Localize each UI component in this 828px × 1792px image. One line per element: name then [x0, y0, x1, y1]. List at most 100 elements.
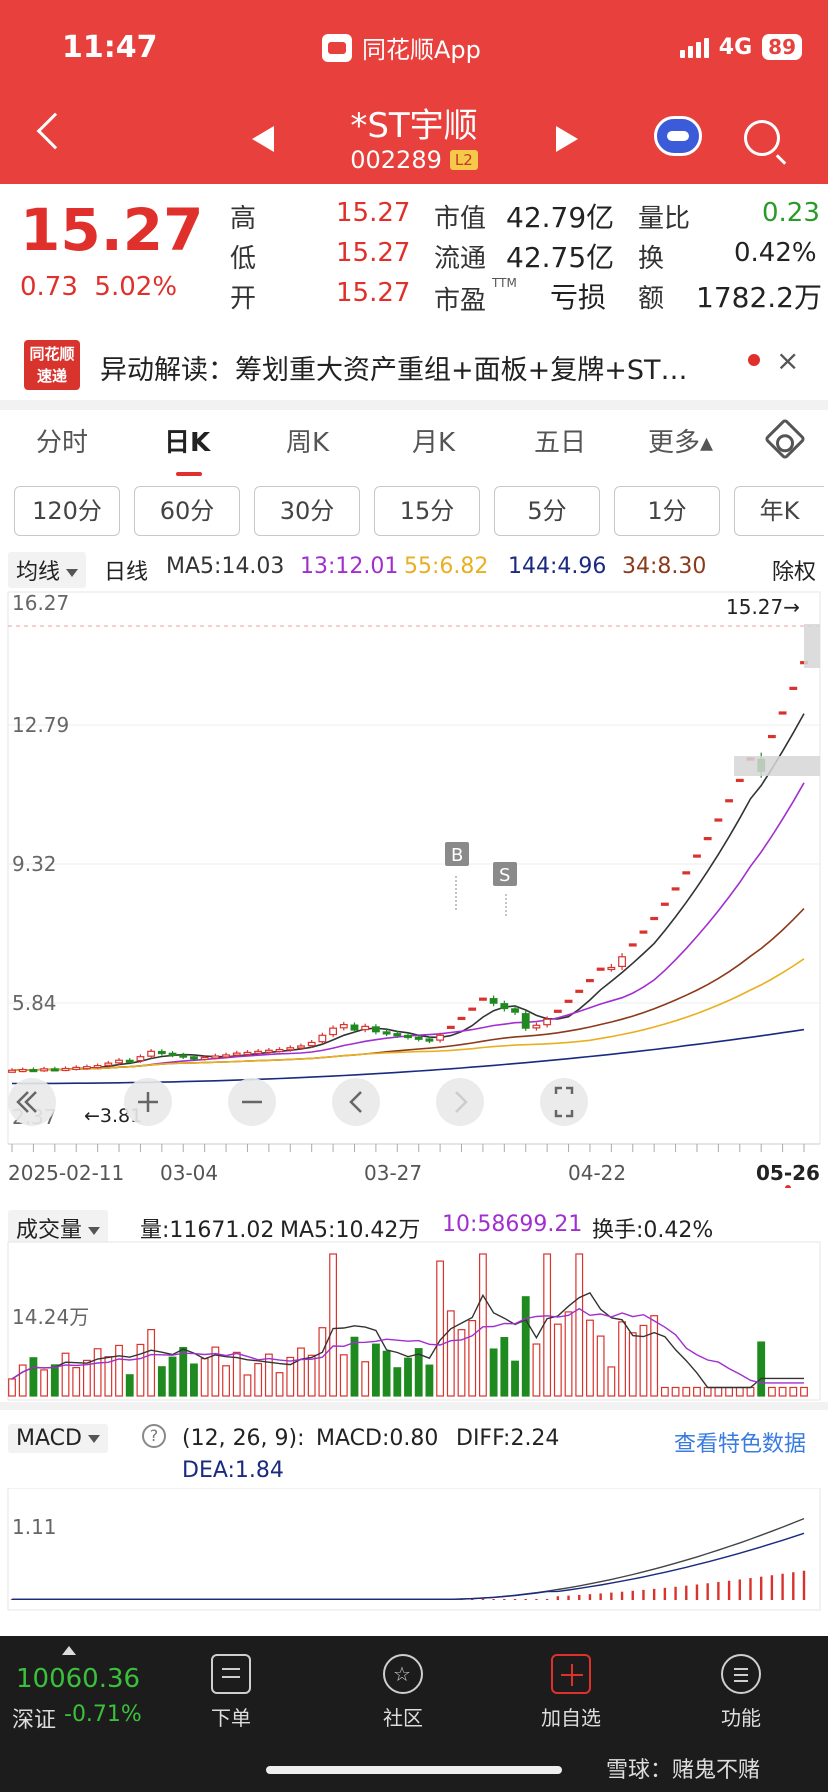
volume-bar	[382, 1350, 391, 1397]
nav-functions[interactable]: 功能	[686, 1654, 796, 1731]
macd-params: (12, 26, 9):	[182, 1426, 305, 1451]
turnover-label: 换	[638, 244, 665, 274]
macd-bar	[759, 1576, 763, 1600]
candle-body	[93, 1065, 102, 1069]
volume-bar	[628, 1332, 637, 1397]
macd-lines	[12, 1517, 805, 1601]
candle-body	[361, 1025, 370, 1031]
volume-bar	[564, 1311, 573, 1397]
volume-bar	[200, 1358, 209, 1397]
ma-dropdown[interactable]: 均线	[8, 552, 87, 588]
nav-add-watchlist-label: 加自选	[541, 1706, 601, 1730]
feature-data-link[interactable]: 查看特色数据	[674, 1432, 807, 1457]
home-indicator[interactable]	[266, 1766, 562, 1774]
candle-body	[18, 1068, 27, 1073]
battery-level: 89	[762, 34, 802, 60]
candle-body	[586, 979, 594, 983]
stock-name: *ST宇顺	[350, 106, 478, 146]
volume-bar	[479, 1253, 487, 1397]
divider	[0, 400, 828, 410]
search-icon[interactable]	[744, 120, 780, 156]
nav-add-watchlist[interactable]: 加自选	[516, 1654, 626, 1731]
volume-bar	[50, 1364, 59, 1397]
fullscreen-button[interactable]	[540, 1078, 588, 1126]
volume-bar	[735, 1386, 744, 1397]
nav-community-label: 社区	[383, 1706, 423, 1730]
adjust-toggle[interactable]: 除权	[772, 560, 817, 585]
volume-bar	[575, 1253, 584, 1397]
volume-bar	[83, 1359, 91, 1397]
candle-body	[243, 1051, 252, 1056]
period-120min[interactable]: 120分	[14, 486, 120, 536]
macd-dropdown[interactable]: MACD	[8, 1424, 108, 1453]
scroll-left-button[interactable]	[332, 1078, 380, 1126]
prev-stock-icon[interactable]	[252, 126, 274, 152]
next-stock-icon[interactable]	[556, 126, 578, 152]
nav-order[interactable]: 下单	[176, 1654, 286, 1731]
tab-weekly-k[interactable]: 周K	[286, 428, 330, 458]
signal-icon	[679, 36, 709, 58]
volume-dropdown[interactable]: 成交量	[8, 1210, 109, 1246]
candle-body	[521, 1013, 530, 1029]
help-icon[interactable]: ?	[142, 1424, 166, 1448]
volume-bar	[703, 1386, 712, 1397]
volume-bar	[147, 1328, 156, 1397]
b-marker: B	[445, 842, 469, 866]
volume-bar	[350, 1336, 359, 1397]
candle-body	[682, 871, 691, 875]
volume-bar	[371, 1343, 380, 1397]
amount-value: 1782.2万	[696, 281, 822, 314]
kline-chart[interactable]: 16.27 12.79 9.32 5.84 2.37 15.27→ ←3.81 …	[0, 586, 828, 1188]
macd-bar	[610, 1592, 613, 1600]
volume-bar	[115, 1344, 123, 1397]
tab-more[interactable]: 更多▴	[648, 428, 714, 458]
tab-five-day[interactable]: 五日	[534, 428, 587, 458]
volume-ma10: 10:58699.21	[442, 1212, 583, 1237]
volume-bar	[543, 1253, 552, 1397]
index-expand-icon[interactable]	[62, 1646, 76, 1655]
candle-body	[436, 1034, 445, 1041]
index-value[interactable]: 10060.36	[16, 1664, 141, 1694]
volume-bar	[264, 1353, 273, 1397]
period-5min[interactable]: 5分	[494, 486, 600, 536]
candle-body	[479, 997, 487, 1001]
robot-assistant-icon[interactable]	[654, 116, 702, 156]
volume-bar	[800, 1386, 808, 1397]
news-bar[interactable]: 同花顺 速递 异动解读：筹划重大资产重组+面板+复牌+ST…	[0, 330, 828, 400]
period-60min[interactable]: 60分	[134, 486, 240, 536]
scroll-right-button[interactable]	[436, 1078, 484, 1126]
float-label: 流通	[434, 244, 487, 274]
volume-chart: 14.24万	[7, 1241, 821, 1401]
macd-bar	[749, 1578, 752, 1600]
macd-bar	[620, 1591, 624, 1600]
candle-body	[50, 1068, 59, 1072]
tab-daily-k[interactable]: 日K	[164, 428, 211, 458]
tab-monthly-k[interactable]: 月K	[412, 428, 456, 458]
volume-bar	[618, 1321, 626, 1397]
chart-settings-icon[interactable]	[763, 417, 807, 461]
candle-body	[564, 999, 573, 1003]
news-close-icon[interactable]: ×	[776, 344, 800, 377]
news-text[interactable]: 异动解读：筹划重大资产重组+面板+复牌+ST…	[100, 355, 688, 386]
candle-body	[222, 1054, 230, 1058]
candle-body	[457, 1016, 466, 1021]
app-logo-icon	[322, 33, 352, 62]
period-1min[interactable]: 1分	[614, 486, 720, 536]
candle-body	[29, 1068, 38, 1073]
macd-bar	[503, 1599, 506, 1600]
volume-bar	[778, 1386, 787, 1397]
candle-body	[286, 1047, 295, 1051]
period-15min[interactable]: 15分	[374, 486, 480, 536]
tab-intraday[interactable]: 分时	[36, 428, 89, 458]
scroll-left-fast-button[interactable]	[8, 1078, 56, 1126]
candle-body	[639, 930, 648, 934]
y-tick: 5.84	[12, 991, 57, 1015]
macd-bar	[663, 1587, 667, 1600]
period-yearly-k[interactable]: 年K	[734, 486, 824, 536]
macd-bar	[642, 1589, 645, 1600]
ma144-value: 144:4.96	[508, 554, 607, 579]
nav-community[interactable]: ☆ 社区	[348, 1654, 458, 1731]
volume-bar	[243, 1374, 252, 1397]
period-30min[interactable]: 30分	[254, 486, 360, 536]
macd-value: MACD:0.80	[316, 1426, 439, 1451]
